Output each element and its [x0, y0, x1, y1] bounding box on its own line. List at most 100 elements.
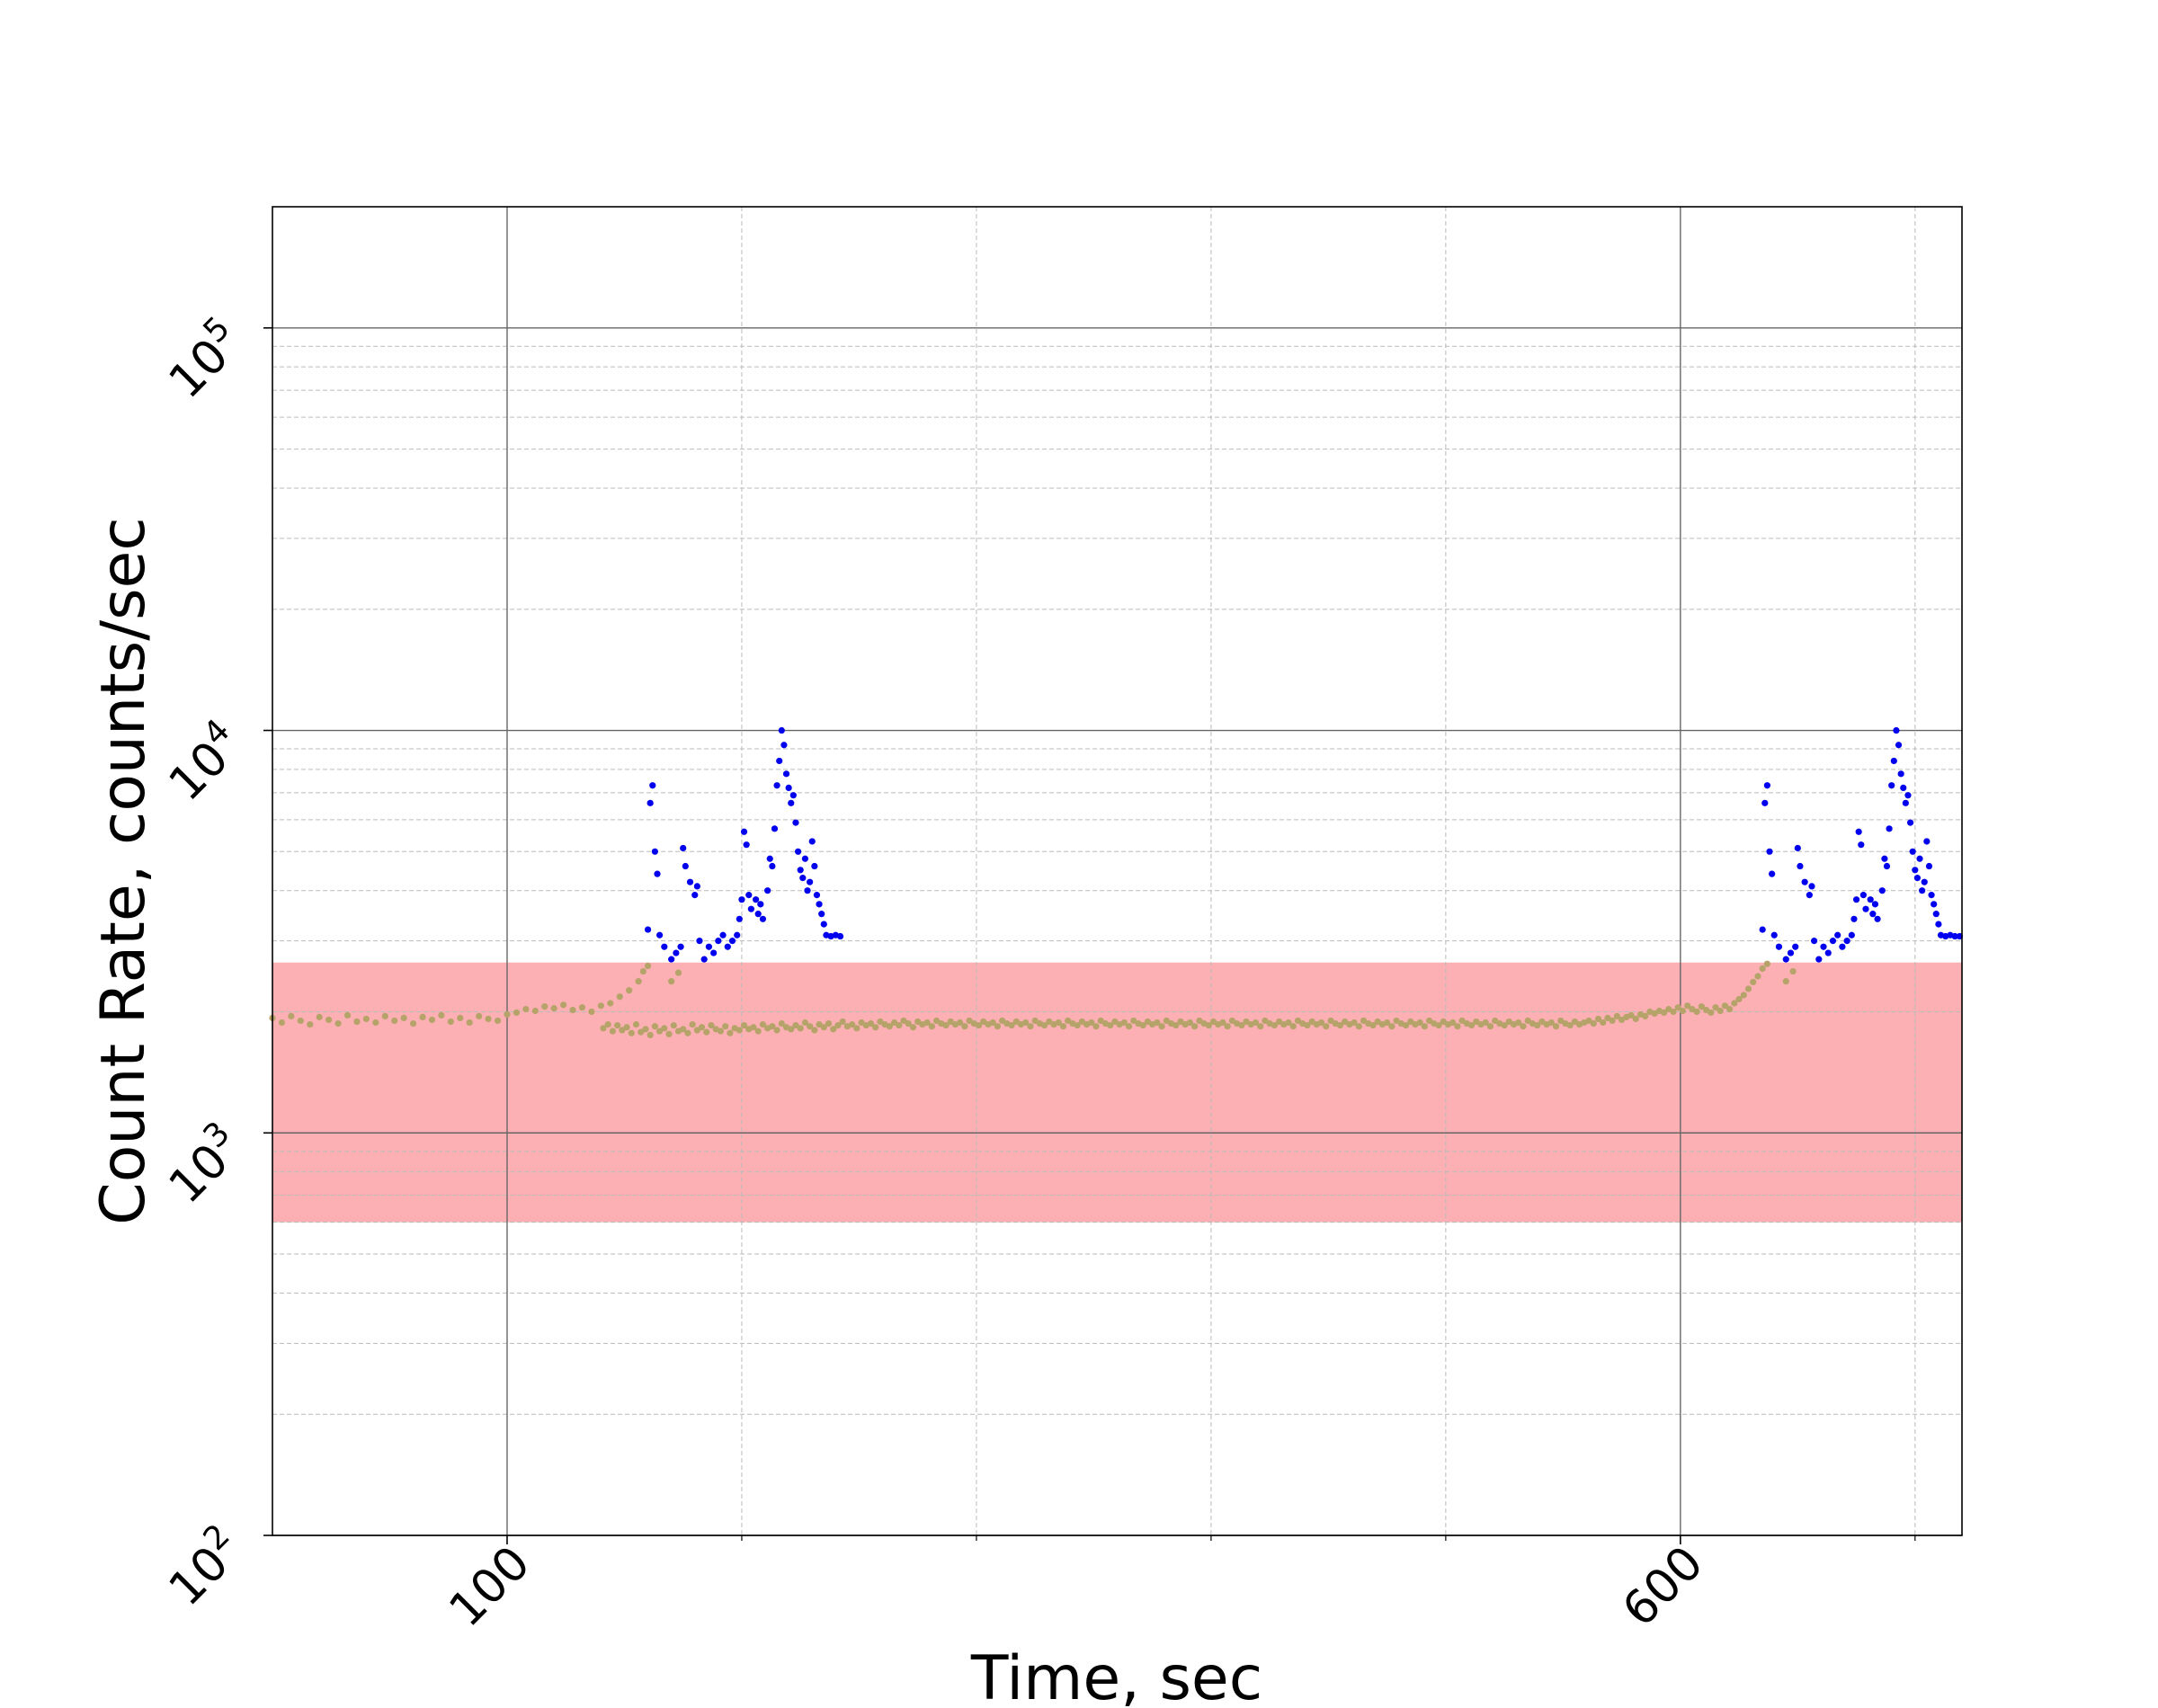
data-point [886, 1023, 893, 1030]
data-point [1458, 1017, 1466, 1025]
data-point [1327, 1017, 1334, 1025]
data-point [773, 1027, 780, 1034]
data-point [830, 1026, 837, 1033]
data-point [804, 887, 811, 894]
data-point [1609, 1017, 1616, 1025]
data-point [513, 1009, 521, 1017]
data-point [975, 1022, 983, 1029]
data-point [1660, 1009, 1668, 1017]
data-point [724, 943, 731, 950]
data-point [400, 1014, 407, 1022]
data-point [1869, 911, 1877, 918]
data-point [297, 1017, 304, 1025]
data-point [820, 1024, 827, 1031]
data-point [531, 1007, 539, 1015]
data-point [705, 943, 713, 950]
data-point [1552, 1023, 1560, 1030]
data-point [1524, 1017, 1531, 1025]
data-point [1209, 1018, 1217, 1026]
data-point [278, 1019, 286, 1027]
data-point [896, 1022, 903, 1029]
data-point [1909, 848, 1916, 855]
data-point [759, 1020, 767, 1028]
data-point [476, 1012, 483, 1020]
data-point [1467, 1022, 1476, 1029]
data-point [1642, 1012, 1649, 1020]
data-point [743, 841, 750, 849]
data-point [1289, 1023, 1297, 1030]
data-point [1416, 1019, 1423, 1027]
data-point [1388, 1023, 1396, 1030]
x-tick-label: 600 [1612, 1536, 1714, 1638]
data-point [776, 757, 783, 765]
data-point [794, 848, 802, 855]
data-point [689, 1020, 696, 1028]
data-point [1177, 1018, 1184, 1026]
data-point [1766, 848, 1773, 855]
data-point [914, 1018, 922, 1026]
data-point [381, 1012, 388, 1020]
data-point [1810, 938, 1818, 945]
data-point [1824, 949, 1832, 956]
data-point [750, 1024, 757, 1031]
data-point [858, 1019, 865, 1027]
data-point [1744, 985, 1752, 992]
data-point [1604, 1014, 1611, 1022]
data-point [1304, 1022, 1311, 1029]
data-point [1726, 1005, 1734, 1013]
data-point [1852, 896, 1860, 903]
data-point [677, 943, 684, 950]
data-point [807, 1023, 814, 1030]
data-point [966, 1017, 973, 1025]
data-point [1801, 878, 1808, 885]
data-point [1271, 1022, 1278, 1029]
data-point [745, 892, 753, 899]
data-point [1808, 883, 1815, 890]
data-point [1557, 1017, 1565, 1025]
data-point [578, 1004, 586, 1011]
data-point [1154, 1019, 1161, 1027]
data-point [1374, 1018, 1381, 1026]
data-point [1238, 1022, 1245, 1029]
data-point [1848, 931, 1855, 939]
data-point [628, 1029, 635, 1036]
data-point [1904, 792, 1912, 799]
data-point [691, 892, 699, 899]
data-point [438, 1011, 445, 1019]
data-point [639, 967, 647, 975]
data-point [1775, 943, 1783, 950]
data-point [715, 938, 722, 945]
data-point [656, 931, 664, 939]
data-point [1144, 1018, 1152, 1026]
data-point [792, 819, 799, 826]
data-point [1355, 1023, 1362, 1030]
data-point [780, 742, 788, 749]
data-point [1317, 1019, 1325, 1027]
data-point [923, 1019, 931, 1027]
data-point [839, 1018, 846, 1026]
data-point [1763, 782, 1770, 789]
data-point [656, 1027, 664, 1035]
data-point [616, 993, 623, 1001]
data-point [1262, 1017, 1269, 1025]
data-point [1895, 742, 1903, 749]
data-point [799, 875, 807, 882]
data-point [522, 1005, 530, 1013]
data-point [1088, 1019, 1095, 1027]
data-point [668, 956, 675, 963]
data-point [734, 931, 741, 939]
data-point [1074, 1022, 1081, 1029]
data-point [778, 1019, 785, 1027]
data-point [1806, 892, 1813, 899]
data-point [785, 784, 792, 791]
data-point [1360, 1017, 1368, 1025]
data-point [494, 1017, 502, 1025]
data-point [372, 1019, 379, 1027]
y-tick-label: 104 [155, 712, 254, 811]
data-point [754, 1027, 762, 1035]
data-point [1111, 1018, 1119, 1026]
data-point [1078, 1018, 1085, 1026]
data-point [647, 799, 654, 806]
data-point [769, 1023, 776, 1030]
data-point [1425, 1017, 1433, 1025]
